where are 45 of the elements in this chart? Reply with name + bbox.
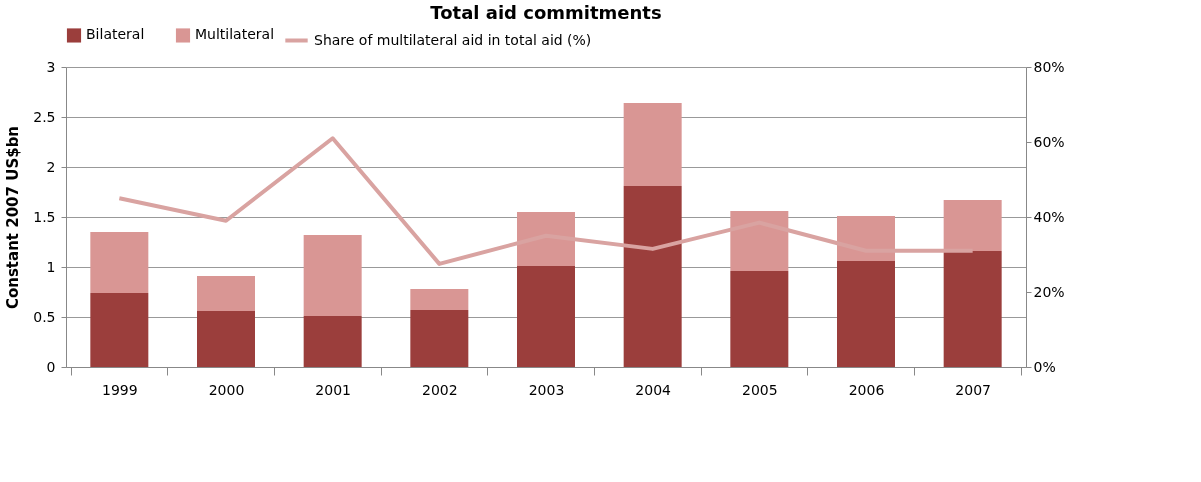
y2-tick-label: 0%: [1033, 358, 1056, 375]
x-tick-label: 2005: [742, 381, 778, 398]
line-series: [117, 136, 975, 266]
y-tick-label: 1.5: [33, 208, 56, 225]
bar: [943, 200, 1002, 251]
bar: [837, 216, 895, 261]
bar: [303, 316, 362, 367]
x-tick-label: 2004: [635, 381, 672, 398]
y-axis-title: Constant 2007 US$bn: [4, 125, 23, 310]
y-tick-label: 3: [46, 58, 56, 75]
x-tick-label: 2003: [528, 381, 565, 398]
y2-tick-label: 80%: [1033, 58, 1065, 75]
y2-tick-label: 20%: [1033, 283, 1065, 300]
y2-tick-label: 40%: [1033, 208, 1065, 225]
x-tick-label: 2001: [315, 381, 351, 398]
y-tick-label: 0.5: [33, 308, 56, 325]
x-tick-label: 1999: [102, 381, 138, 398]
bar: [943, 251, 1002, 367]
legend-label: Multilateral: [195, 26, 275, 43]
bar: [90, 232, 149, 293]
y2-tick-label: 60%: [1033, 133, 1065, 150]
y-tick-label: 1: [46, 258, 56, 275]
chart-title: Total aid commitments: [430, 2, 662, 23]
bar: [730, 271, 789, 367]
bar: [197, 276, 255, 311]
bar: [837, 261, 895, 367]
bar: [623, 186, 682, 367]
bar: [517, 212, 575, 266]
bar: [197, 311, 255, 367]
bar: [730, 211, 789, 271]
legend-label: Share of multilateral aid in total aid (%): [314, 31, 592, 48]
bar: [410, 310, 469, 367]
bar: [517, 266, 575, 367]
x-tick-label: 2006: [848, 381, 885, 398]
y-tick-label: 0: [46, 358, 56, 375]
bar: [303, 235, 362, 316]
y-tick-label: 2.5: [33, 108, 56, 125]
bar: [410, 289, 469, 310]
y-tick-label: 2: [46, 158, 56, 175]
legend-label: Bilateral: [86, 26, 145, 43]
x-tick-label: 2000: [208, 381, 245, 398]
bar: [90, 293, 149, 367]
x-tick-label: 2007: [955, 381, 991, 398]
x-tick-label: 2002: [422, 381, 458, 398]
bar: [623, 103, 682, 186]
